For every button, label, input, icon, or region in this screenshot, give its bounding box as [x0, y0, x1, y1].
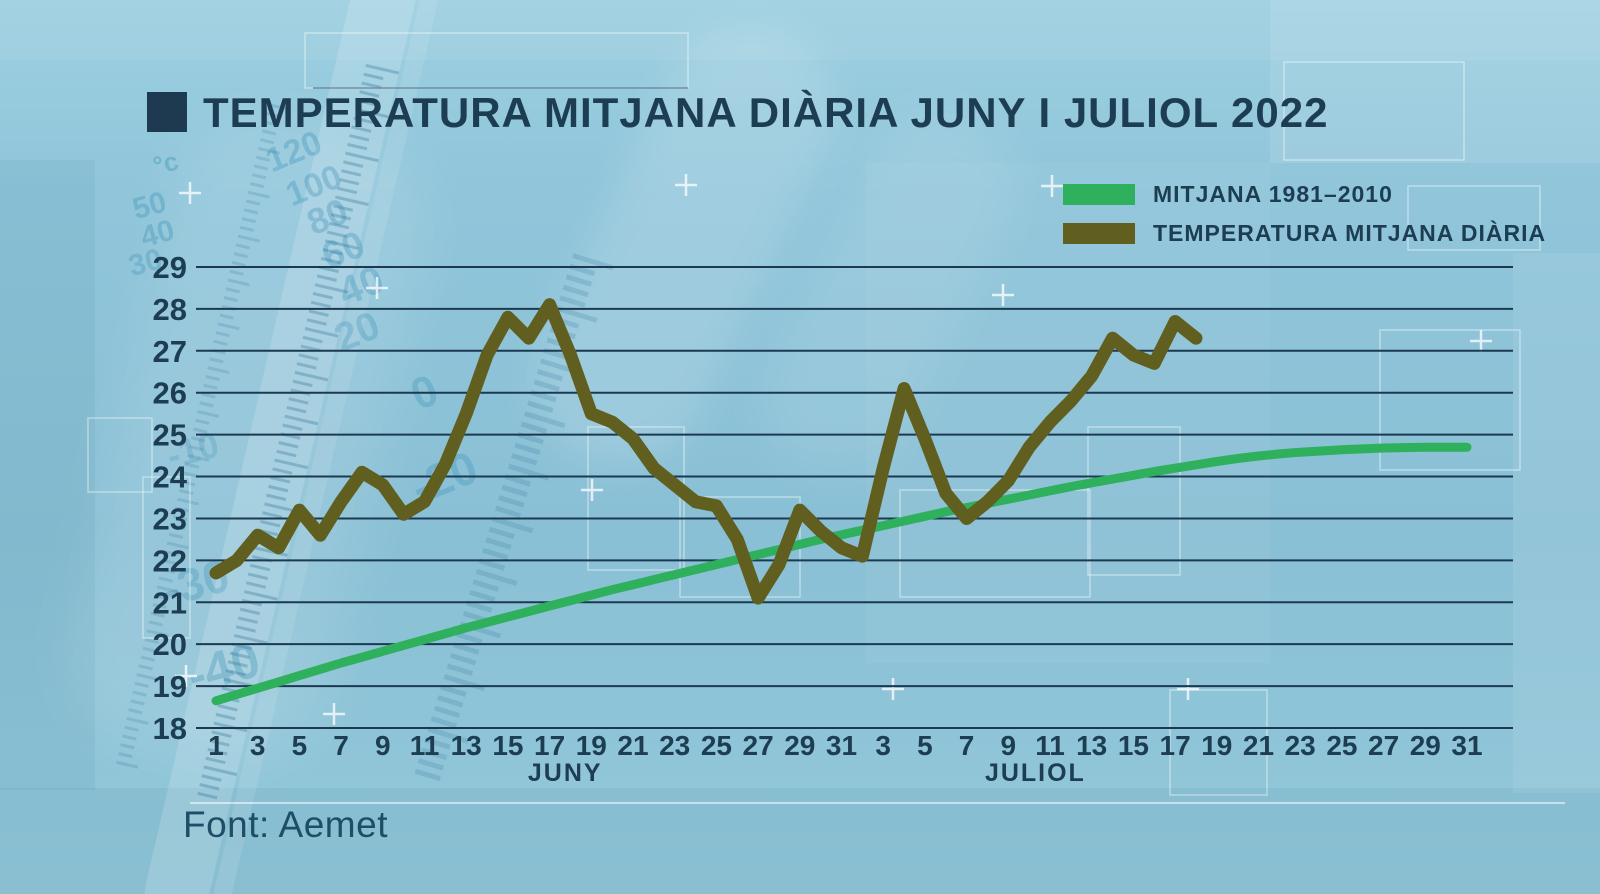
- svg-text:5: 5: [292, 730, 308, 761]
- svg-text:19: 19: [576, 730, 607, 761]
- svg-text:19: 19: [153, 669, 187, 704]
- svg-text:18: 18: [153, 711, 187, 746]
- month-labels: JUNY JULIOL: [528, 759, 1086, 787]
- svg-text:31: 31: [826, 730, 857, 761]
- legend-swatch-temperatura-icon: [1063, 223, 1135, 244]
- x-tick-labels: 1 3 5 7 9 11 13 15 17 19 21 23 25 27 29 31 3 5 7 9 11 13 15 17 1…: [208, 730, 1482, 761]
- svg-text:17: 17: [534, 730, 565, 761]
- svg-text:22: 22: [153, 543, 187, 578]
- title-block: TEMPERATURA MITJANA DIÀRIA JUNY I JULIOL…: [147, 92, 1329, 134]
- svg-text:13: 13: [451, 730, 482, 761]
- grid-lines: [196, 265, 1513, 729]
- svg-text:29: 29: [784, 730, 815, 761]
- svg-text:9: 9: [1001, 730, 1017, 761]
- svg-text:19: 19: [1201, 730, 1232, 761]
- legend-label-mitjana: MITJANA 1981–2010: [1153, 181, 1393, 207]
- svg-text:27: 27: [1368, 730, 1399, 761]
- svg-text:20: 20: [153, 627, 187, 662]
- svg-text:17: 17: [1160, 730, 1191, 761]
- series-mitjana-1981-2010: [211, 442, 1472, 706]
- svg-text:24: 24: [153, 460, 188, 495]
- svg-text:1: 1: [208, 730, 224, 761]
- svg-text:21: 21: [1243, 730, 1274, 761]
- svg-text:13: 13: [1076, 730, 1107, 761]
- legend-label-temperatura: TEMPERATURA MITJANA DIÀRIA: [1153, 220, 1547, 246]
- page-title: TEMPERATURA MITJANA DIÀRIA JUNY I JULIOL…: [203, 89, 1329, 136]
- svg-text:5: 5: [917, 730, 933, 761]
- svg-text:11: 11: [1035, 730, 1065, 761]
- svg-text:7: 7: [333, 730, 349, 761]
- svg-text:25: 25: [701, 730, 732, 761]
- svg-text:28: 28: [153, 292, 187, 327]
- legend-item-mitjana: MITJANA 1981–2010: [1063, 181, 1546, 208]
- svg-text:27: 27: [153, 334, 187, 369]
- svg-text:21: 21: [153, 585, 187, 620]
- svg-text:3: 3: [875, 730, 891, 761]
- svg-text:25: 25: [1326, 730, 1357, 761]
- svg-text:23: 23: [659, 730, 690, 761]
- y-tick-labels: 29 28 27 26 25 24 23 22 21 20 19 18: [153, 250, 188, 746]
- svg-text:7: 7: [959, 730, 975, 761]
- svg-text:31: 31: [1451, 730, 1482, 761]
- source-divider: [190, 802, 1565, 804]
- series-temperatura-mitjana-diaria: [209, 298, 1203, 605]
- svg-text:JUNY: JUNY: [528, 759, 603, 787]
- svg-text:23: 23: [153, 501, 187, 536]
- svg-text:°c: °c: [150, 146, 182, 181]
- svg-text:26: 26: [153, 376, 187, 411]
- svg-text:15: 15: [1118, 730, 1149, 761]
- svg-text:9: 9: [375, 730, 391, 761]
- svg-text:23: 23: [1285, 730, 1316, 761]
- svg-text:29: 29: [1410, 730, 1441, 761]
- legend-item-temperatura-diaria: TEMPERATURA MITJANA DIÀRIA: [1063, 220, 1546, 247]
- hud-decorations: [87, 32, 1541, 796]
- source-credit: Font: Aemet: [183, 804, 388, 845]
- svg-text:25: 25: [153, 418, 187, 453]
- legend-swatch-mitjana-icon: [1063, 184, 1135, 205]
- svg-text:27: 27: [743, 730, 774, 761]
- title-square-icon: [147, 92, 187, 132]
- svg-text:JULIOL: JULIOL: [985, 759, 1086, 787]
- svg-text:21: 21: [617, 730, 648, 761]
- svg-text:29: 29: [153, 250, 187, 285]
- svg-text:15: 15: [492, 730, 523, 761]
- svg-text:3: 3: [250, 730, 266, 761]
- svg-text:11: 11: [410, 730, 440, 761]
- chart-legend: MITJANA 1981–2010 TEMPERATURA MITJANA DI…: [1063, 181, 1546, 259]
